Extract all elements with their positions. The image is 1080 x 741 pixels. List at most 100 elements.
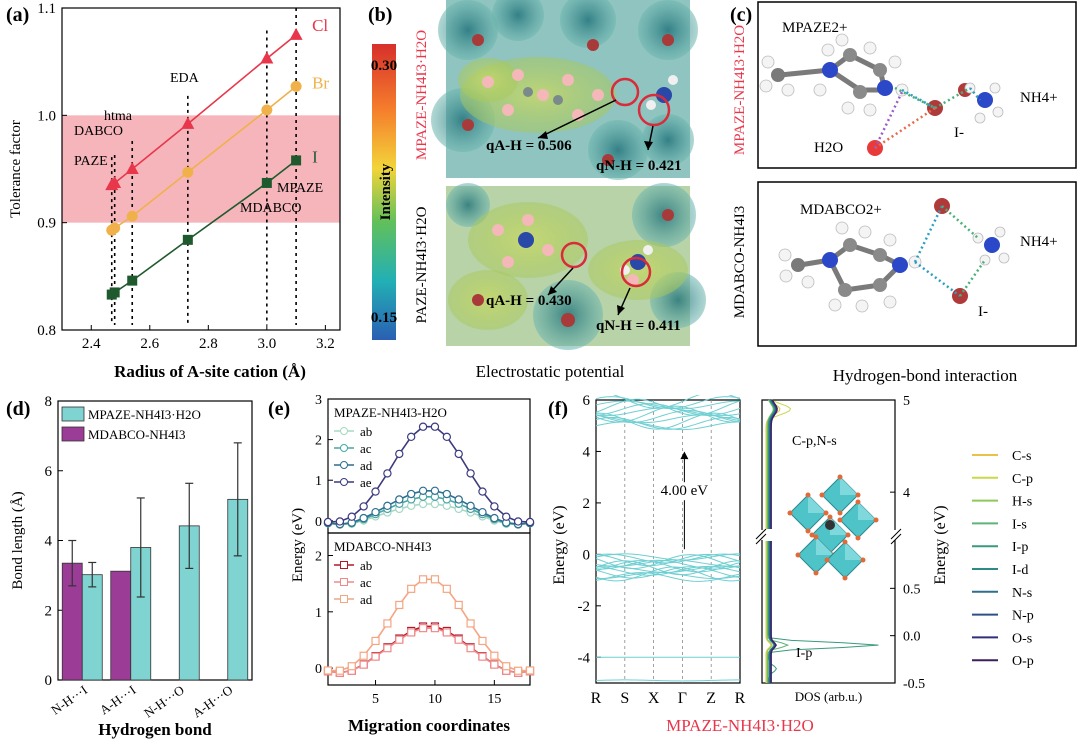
dos-ip-label: I-p — [796, 646, 812, 661]
iodine-atom — [837, 510, 843, 516]
cation-label: DABCO — [74, 124, 123, 139]
panel-label-b: (b) — [368, 4, 393, 26]
panel-label-a: (a) — [6, 4, 30, 26]
data-point-I — [182, 234, 193, 245]
panel-f-caption: MPAZE-NH4I3·H2O — [666, 716, 814, 735]
x-tick-label: 15 — [487, 692, 501, 707]
break-mark — [755, 528, 767, 540]
curve-point — [335, 666, 344, 675]
band-line — [595, 679, 741, 682]
y-tick-label: 3 — [315, 395, 322, 408]
dos-frame — [761, 399, 896, 684]
y-tick-label: 5 — [903, 395, 910, 409]
y-axis-label: Tolerance factor — [8, 120, 24, 218]
iodine-atom — [855, 492, 861, 498]
panel-b-figure: 0.30 0.15 Intensity MPAZE-NH4I3·H2O PAZE… — [371, 0, 706, 350]
kpoint-label: Γ — [678, 690, 687, 707]
dos-curve-N-p — [769, 399, 777, 529]
data-point-Br — [109, 222, 121, 234]
cation-center — [825, 520, 835, 530]
legend-label: ab — [360, 424, 372, 439]
top-q-nh: qN-H = 0.421 — [596, 158, 682, 174]
curve-point — [430, 499, 440, 509]
curve-point — [466, 619, 475, 628]
data-point-Br — [182, 166, 194, 178]
dos-curve-N-s — [769, 399, 777, 529]
x-tick-label: N-H···I — [48, 682, 90, 717]
curve-point — [442, 628, 451, 637]
curve-point — [490, 651, 499, 660]
panel-c-top-side-label: MPAZE-NH4I3·H2O — [732, 25, 748, 155]
legend-label: C-s — [1012, 449, 1031, 464]
y-tick-label: 0 — [583, 547, 591, 563]
curve-point — [359, 513, 368, 523]
curve-point — [418, 624, 428, 633]
dos-curve-I-d — [768, 399, 776, 529]
gap-arrowhead — [680, 451, 689, 460]
curve-point — [490, 502, 499, 511]
curve-point — [406, 432, 416, 442]
bottom-iodide-label: I- — [978, 304, 988, 320]
curve-point — [371, 652, 380, 661]
curve-point — [454, 635, 463, 644]
cation-label: MDABCO — [240, 201, 301, 216]
y-tick-label: 6 — [45, 464, 53, 480]
kpoint-label: R — [735, 690, 746, 707]
curve-point — [371, 507, 380, 517]
legend-swatch — [61, 406, 85, 422]
iodine-atom — [837, 517, 843, 523]
curve-point — [502, 512, 511, 521]
top-iodide-label: I- — [954, 125, 964, 141]
band-line — [595, 421, 741, 431]
data-point-I — [127, 275, 138, 286]
curve-point — [514, 666, 523, 675]
curve-point — [359, 651, 368, 660]
top-cation-label: MPAZE2+ — [782, 20, 847, 36]
dos-curve-N-s — [769, 541, 776, 683]
band-line — [595, 412, 741, 430]
curve-point — [430, 575, 440, 584]
legend-marker — [340, 444, 348, 452]
band-line — [612, 395, 741, 409]
data-point-I — [291, 155, 302, 166]
dos-curve-C-p — [766, 541, 773, 683]
y-tick-label: 1.1 — [37, 1, 56, 17]
axis-break-left — [756, 530, 766, 540]
series-label-I: I — [312, 147, 318, 166]
kpoint-label: R — [591, 690, 602, 707]
curve-point — [323, 517, 333, 527]
curve-point — [478, 636, 487, 646]
x-tick-label: A-H···O — [190, 682, 236, 720]
dos-curve-O-s — [770, 541, 777, 683]
curve-point — [383, 469, 392, 478]
data-point-Br — [261, 104, 273, 116]
energy-curve-ab — [327, 625, 531, 674]
panel-c: MPAZE-NH4I3·H2O MDABCO-NH4I3 MPAZE2+ NH4… — [730, 0, 1080, 390]
band-line — [595, 565, 741, 573]
y-tick-label: 0.9 — [37, 216, 56, 232]
octahedron-face — [816, 537, 834, 555]
curve-point — [478, 507, 487, 517]
legend-label: ad — [360, 458, 373, 473]
curve-point — [525, 517, 535, 527]
band-line — [595, 560, 741, 573]
y-tick-label: 0.8 — [37, 323, 56, 339]
dos-cp-label: C-p,N-s — [792, 434, 837, 449]
y-tick-label: -0.5 — [903, 677, 925, 692]
legend-label: O-s — [1012, 631, 1032, 646]
series-label-Cl: Cl — [312, 16, 328, 35]
iodine-atom — [842, 539, 848, 545]
iodine-atom — [813, 534, 819, 540]
iodine-atom — [824, 557, 830, 563]
curve-point — [490, 660, 499, 669]
dos-curve-I-s — [767, 541, 790, 683]
curve-point — [478, 652, 487, 661]
data-point-I — [261, 177, 272, 188]
curve-point — [525, 666, 535, 675]
data-point-Br — [126, 210, 138, 222]
panel-f-chart: R S X Γ Z R -4 -2 0 2 4 6 Energy (eV) 4.00 eV MPAZE-NH… — [551, 395, 1034, 735]
dos-curve-O-s — [770, 399, 778, 529]
curve-point — [430, 486, 440, 495]
octahedron-face — [845, 542, 863, 560]
dos-curve-C-s — [765, 541, 772, 683]
